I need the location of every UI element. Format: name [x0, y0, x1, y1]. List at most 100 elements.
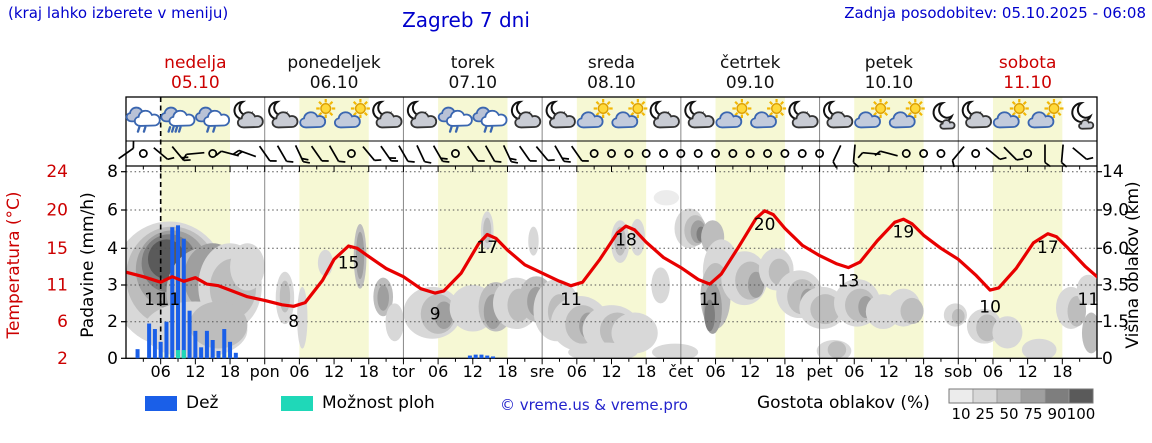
credit-link[interactable]: © vreme.us & vreme.pro — [500, 396, 688, 414]
wind-tick — [951, 160, 955, 168]
hour-label: 12 — [740, 362, 760, 381]
day-abbr-label: sre — [530, 362, 554, 381]
sun-ray — [606, 111, 611, 116]
cloud-glyph — [549, 111, 576, 129]
weather-icon-moon-cloud — [268, 100, 299, 129]
wind-shaft — [852, 144, 856, 163]
hour-label: 06 — [567, 362, 587, 381]
wind-barb-icon — [535, 146, 555, 162]
wind-calm-icon — [659, 149, 668, 158]
wind-tick — [183, 159, 191, 162]
rain-bar — [199, 347, 204, 359]
cloud-blob — [528, 226, 539, 256]
raindrop-glyph — [177, 126, 182, 133]
wind-barb-icon — [466, 145, 485, 162]
sun-glyph — [736, 102, 748, 115]
rain-bar — [176, 225, 181, 359]
cloud-blob — [1081, 312, 1097, 354]
cloud-tick-label: 1.5 — [1102, 312, 1129, 332]
sun-glyph — [875, 102, 887, 115]
day-name: četrtek — [720, 53, 781, 73]
sun-ray — [745, 101, 750, 106]
raindrop-glyph — [136, 126, 141, 133]
cloud-scale-label: 10 — [951, 405, 970, 423]
temperature-value-label: 11 — [144, 290, 166, 310]
hour-label: 06 — [844, 362, 864, 381]
wind-shaft — [466, 145, 479, 162]
rain-bar — [164, 321, 169, 359]
cloud-blob — [568, 342, 638, 359]
weather-icon-moon — [932, 101, 956, 130]
weather-icon-sun-cloud — [715, 99, 752, 129]
showers-bar — [176, 350, 181, 359]
wind-calm-icon — [589, 149, 599, 158]
sun-ray — [352, 111, 357, 116]
weather-icon-rain — [437, 106, 473, 133]
wind-tick — [303, 160, 311, 164]
rain-bar — [181, 238, 186, 359]
wind-shaft — [570, 145, 583, 162]
wind-barb-icon — [215, 150, 239, 157]
sun-ray — [918, 101, 923, 106]
wind-calm-icon — [450, 149, 460, 158]
moon-glyph — [932, 101, 954, 123]
wind-tick — [182, 153, 188, 161]
sun-glyph — [1013, 102, 1025, 115]
day-date: 11.10 — [1003, 73, 1052, 93]
wind-calm-icon — [763, 149, 773, 158]
cloud-glyph — [203, 109, 231, 127]
cloud-scale-label: 25 — [975, 405, 994, 423]
temp-tick-label: 11 — [46, 276, 68, 296]
weather-icon-rain — [195, 106, 231, 133]
wind-tick — [407, 160, 415, 163]
day-date: 07.10 — [448, 73, 497, 93]
wind-shaft — [276, 145, 288, 162]
sun-ray — [780, 111, 785, 116]
day-name: ponedeljek — [287, 53, 381, 73]
wind-shaft — [416, 144, 426, 163]
temperature-value-label: 20 — [754, 215, 776, 235]
weather-icon-sun-cloud — [333, 99, 370, 129]
sun-glyph — [771, 102, 783, 115]
wind-shaft — [535, 146, 549, 161]
wind-calm-icon — [901, 149, 911, 158]
wind-barb-icon — [570, 145, 589, 162]
raindrop-glyph — [212, 126, 216, 133]
sun-ray — [873, 101, 878, 106]
showers-legend-label: Možnost ploh — [322, 393, 435, 413]
temperature-layer — [126, 209, 1097, 308]
hour-label: 06 — [983, 362, 1003, 381]
wind-tick — [440, 157, 448, 160]
wind-tick — [442, 160, 450, 163]
cloud-layer — [126, 190, 1097, 359]
weather-icon-moon-cloud — [406, 100, 438, 129]
wind-barb-icon — [310, 145, 329, 162]
wind-tick — [301, 157, 309, 161]
cloud-glyph — [939, 119, 956, 130]
cloud-blob — [651, 343, 699, 359]
sun-glyph — [909, 102, 921, 115]
raindrop-glyph — [206, 126, 210, 133]
wind-calm-icon — [1023, 149, 1033, 158]
sun-glyph — [1048, 102, 1060, 115]
precip-tick-label: 4 — [107, 239, 118, 259]
weather-icon-heavy-rain — [160, 106, 196, 133]
day-date: 06.10 — [310, 73, 359, 93]
sun-ray — [329, 101, 334, 106]
cloud-glyph — [236, 111, 264, 129]
weather-icon-sun-cloud — [750, 99, 787, 129]
rain-bar — [152, 329, 157, 359]
wind-barb-icon — [398, 145, 415, 163]
cloud-glyph — [514, 111, 542, 129]
temperature-value-label: 13 — [838, 272, 860, 292]
weather-icon-sun-cloud — [854, 99, 891, 129]
sun-ray — [630, 111, 635, 116]
wind-barb-icon — [258, 145, 277, 162]
weather-icon-sun-cloud — [576, 99, 613, 129]
wind-shaft — [951, 146, 965, 161]
wind-tick — [236, 150, 243, 157]
wind-tick — [1016, 157, 1024, 161]
rain-bar — [467, 355, 472, 359]
hour-label: 18 — [775, 362, 795, 381]
weather-icon-moon-cloud — [961, 100, 992, 129]
